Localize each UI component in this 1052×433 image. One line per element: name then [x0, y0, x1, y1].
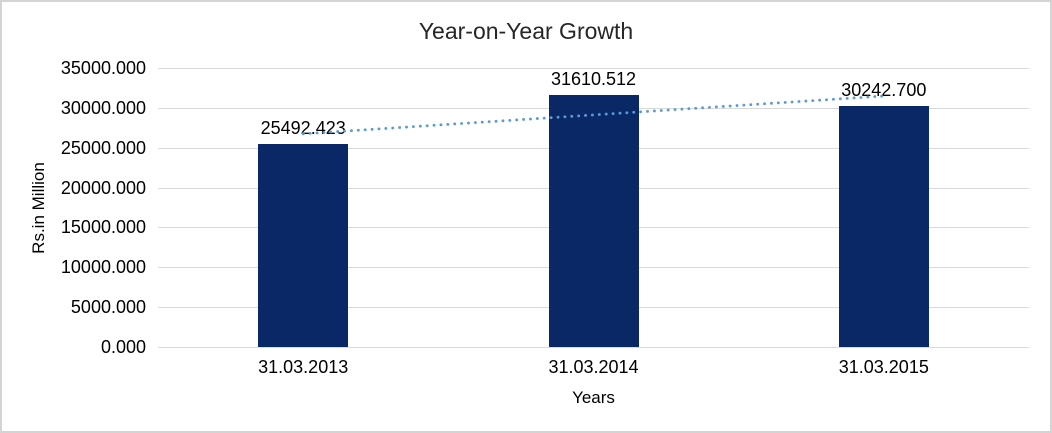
- y-axis-tick-label: 10000.000: [60, 257, 146, 278]
- y-gridline: [158, 68, 1029, 69]
- chart-title: Year-on-Year Growth: [418, 18, 634, 44]
- bar-data-label: 30242.700: [841, 79, 927, 100]
- bar-31.03.2013: [258, 143, 349, 347]
- bar-31.03.2015: [838, 105, 929, 347]
- y-axis-tick-label: 20000.000: [60, 177, 146, 198]
- y-axis-tick-label: 35000.000: [60, 58, 146, 78]
- y-gridline: [158, 347, 1029, 348]
- y-axis-tick-label: 5000.000: [70, 297, 146, 318]
- x-axis-tick-label: 31.03.2015: [838, 357, 929, 377]
- x-axis-title: Years: [572, 388, 615, 407]
- x-axis-tick-label: 31.03.2013: [258, 357, 349, 377]
- y-axis-tick-label: 0.000: [100, 337, 146, 357]
- x-axis-tick-label: 31.03.2014: [548, 357, 639, 377]
- bar-31.03.2014: [548, 95, 639, 347]
- bar-data-label: 31610.512: [550, 69, 637, 89]
- y-axis-tick-label: 30000.000: [60, 97, 146, 118]
- y-axis-title: Rs.in Million: [29, 162, 48, 254]
- y-axis-tick-label: 25000.000: [60, 137, 146, 158]
- y-axis-tick-label: 15000.000: [60, 217, 146, 238]
- bar-data-label: 25492.423: [260, 117, 346, 138]
